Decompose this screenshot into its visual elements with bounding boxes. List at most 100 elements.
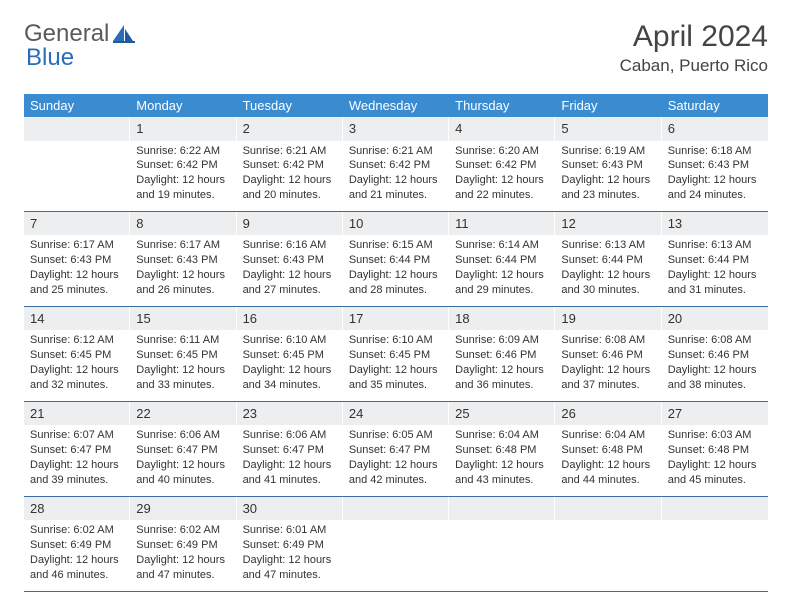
daylight-text: Daylight: 12 hours and 29 minutes. <box>455 268 549 298</box>
page-header: General April 2024 Caban, Puerto Rico <box>24 20 768 76</box>
day-cell: 12Sunrise: 6:13 AMSunset: 6:44 PMDayligh… <box>555 212 661 306</box>
day-body: Sunrise: 6:08 AMSunset: 6:46 PMDaylight:… <box>662 330 768 400</box>
day-body: Sunrise: 6:05 AMSunset: 6:47 PMDaylight:… <box>343 425 449 495</box>
sunrise-text: Sunrise: 6:04 AM <box>561 428 655 443</box>
daylight-text: Daylight: 12 hours and 31 minutes. <box>668 268 762 298</box>
sunrise-text: Sunrise: 6:17 AM <box>30 238 124 253</box>
day-body: Sunrise: 6:20 AMSunset: 6:42 PMDaylight:… <box>449 141 555 211</box>
daylight-text: Daylight: 12 hours and 25 minutes. <box>30 268 124 298</box>
sunset-text: Sunset: 6:43 PM <box>668 158 762 173</box>
day-cell: 8Sunrise: 6:17 AMSunset: 6:43 PMDaylight… <box>130 212 236 306</box>
sunset-text: Sunset: 6:47 PM <box>136 443 230 458</box>
sunrise-text: Sunrise: 6:18 AM <box>668 144 762 159</box>
week-row: .1Sunrise: 6:22 AMSunset: 6:42 PMDayligh… <box>24 117 768 212</box>
day-number: 15 <box>130 307 236 331</box>
day-cell: 3Sunrise: 6:21 AMSunset: 6:42 PMDaylight… <box>343 117 449 211</box>
day-body: Sunrise: 6:04 AMSunset: 6:48 PMDaylight:… <box>555 425 661 495</box>
day-body: Sunrise: 6:17 AMSunset: 6:43 PMDaylight:… <box>24 235 130 305</box>
day-body <box>24 141 130 203</box>
sunset-text: Sunset: 6:42 PM <box>136 158 230 173</box>
day-cell: 10Sunrise: 6:15 AMSunset: 6:44 PMDayligh… <box>343 212 449 306</box>
sunset-text: Sunset: 6:47 PM <box>243 443 337 458</box>
sunrise-text: Sunrise: 6:13 AM <box>561 238 655 253</box>
sunrise-text: Sunrise: 6:04 AM <box>455 428 549 443</box>
day-number: 8 <box>130 212 236 236</box>
sunrise-text: Sunrise: 6:12 AM <box>30 333 124 348</box>
day-cell: . <box>449 497 555 591</box>
sunrise-text: Sunrise: 6:01 AM <box>243 523 337 538</box>
sunset-text: Sunset: 6:44 PM <box>561 253 655 268</box>
day-cell: 25Sunrise: 6:04 AMSunset: 6:48 PMDayligh… <box>449 402 555 496</box>
sunrise-text: Sunrise: 6:02 AM <box>136 523 230 538</box>
sunset-text: Sunset: 6:45 PM <box>136 348 230 363</box>
day-cell: . <box>662 497 768 591</box>
daylight-text: Daylight: 12 hours and 33 minutes. <box>136 363 230 393</box>
day-body: Sunrise: 6:06 AMSunset: 6:47 PMDaylight:… <box>237 425 343 495</box>
day-cell: . <box>555 497 661 591</box>
day-cell: 11Sunrise: 6:14 AMSunset: 6:44 PMDayligh… <box>449 212 555 306</box>
day-cell: 30Sunrise: 6:01 AMSunset: 6:49 PMDayligh… <box>237 497 343 591</box>
sunset-text: Sunset: 6:44 PM <box>668 253 762 268</box>
day-body: Sunrise: 6:22 AMSunset: 6:42 PMDaylight:… <box>130 141 236 211</box>
day-body: Sunrise: 6:12 AMSunset: 6:45 PMDaylight:… <box>24 330 130 400</box>
sunrise-text: Sunrise: 6:14 AM <box>455 238 549 253</box>
day-cell: 6Sunrise: 6:18 AMSunset: 6:43 PMDaylight… <box>662 117 768 211</box>
title-block: April 2024 Caban, Puerto Rico <box>620 20 768 76</box>
sunset-text: Sunset: 6:42 PM <box>455 158 549 173</box>
sunrise-text: Sunrise: 6:15 AM <box>349 238 443 253</box>
day-number: 20 <box>662 307 768 331</box>
day-number: 24 <box>343 402 449 426</box>
day-body: Sunrise: 6:01 AMSunset: 6:49 PMDaylight:… <box>237 520 343 590</box>
sunrise-text: Sunrise: 6:09 AM <box>455 333 549 348</box>
day-cell: 13Sunrise: 6:13 AMSunset: 6:44 PMDayligh… <box>662 212 768 306</box>
day-number: 18 <box>449 307 555 331</box>
day-body: Sunrise: 6:04 AMSunset: 6:48 PMDaylight:… <box>449 425 555 495</box>
daylight-text: Daylight: 12 hours and 45 minutes. <box>668 458 762 488</box>
day-cell: . <box>24 117 130 211</box>
day-number: 14 <box>24 307 130 331</box>
day-body <box>555 520 661 582</box>
daylight-text: Daylight: 12 hours and 20 minutes. <box>243 173 337 203</box>
day-body <box>662 520 768 582</box>
sunrise-text: Sunrise: 6:13 AM <box>668 238 762 253</box>
daylight-text: Daylight: 12 hours and 23 minutes. <box>561 173 655 203</box>
day-body: Sunrise: 6:14 AMSunset: 6:44 PMDaylight:… <box>449 235 555 305</box>
sunrise-text: Sunrise: 6:06 AM <box>243 428 337 443</box>
day-number: 28 <box>24 497 130 521</box>
sunset-text: Sunset: 6:44 PM <box>455 253 549 268</box>
day-body: Sunrise: 6:06 AMSunset: 6:47 PMDaylight:… <box>130 425 236 495</box>
weekday-header: Thursday <box>449 94 555 117</box>
day-body: Sunrise: 6:18 AMSunset: 6:43 PMDaylight:… <box>662 141 768 211</box>
day-body: Sunrise: 6:10 AMSunset: 6:45 PMDaylight:… <box>343 330 449 400</box>
day-number: 22 <box>130 402 236 426</box>
day-cell: 15Sunrise: 6:11 AMSunset: 6:45 PMDayligh… <box>130 307 236 401</box>
day-body: Sunrise: 6:02 AMSunset: 6:49 PMDaylight:… <box>130 520 236 590</box>
sunrise-text: Sunrise: 6:21 AM <box>243 144 337 159</box>
day-cell: 1Sunrise: 6:22 AMSunset: 6:42 PMDaylight… <box>130 117 236 211</box>
sunrise-text: Sunrise: 6:07 AM <box>30 428 124 443</box>
daylight-text: Daylight: 12 hours and 43 minutes. <box>455 458 549 488</box>
sunset-text: Sunset: 6:46 PM <box>455 348 549 363</box>
calendar-grid: Sunday Monday Tuesday Wednesday Thursday… <box>24 94 768 592</box>
logo-text-blue: Blue <box>26 44 74 72</box>
sunset-text: Sunset: 6:43 PM <box>30 253 124 268</box>
day-number: 16 <box>237 307 343 331</box>
day-cell: 20Sunrise: 6:08 AMSunset: 6:46 PMDayligh… <box>662 307 768 401</box>
week-row: 21Sunrise: 6:07 AMSunset: 6:47 PMDayligh… <box>24 402 768 497</box>
calendar-page: General April 2024 Caban, Puerto Rico Bl… <box>0 0 792 612</box>
day-cell: 4Sunrise: 6:20 AMSunset: 6:42 PMDaylight… <box>449 117 555 211</box>
sunrise-text: Sunrise: 6:22 AM <box>136 144 230 159</box>
day-number: 1 <box>130 117 236 141</box>
sunrise-text: Sunrise: 6:16 AM <box>243 238 337 253</box>
sunrise-text: Sunrise: 6:10 AM <box>349 333 443 348</box>
sunrise-text: Sunrise: 6:10 AM <box>243 333 337 348</box>
day-cell: 26Sunrise: 6:04 AMSunset: 6:48 PMDayligh… <box>555 402 661 496</box>
daylight-text: Daylight: 12 hours and 21 minutes. <box>349 173 443 203</box>
day-number: 7 <box>24 212 130 236</box>
day-cell: 18Sunrise: 6:09 AMSunset: 6:46 PMDayligh… <box>449 307 555 401</box>
day-number: 26 <box>555 402 661 426</box>
location-subtitle: Caban, Puerto Rico <box>620 56 768 76</box>
day-number: 9 <box>237 212 343 236</box>
logo-sail-icon <box>113 25 135 43</box>
sunrise-text: Sunrise: 6:20 AM <box>455 144 549 159</box>
